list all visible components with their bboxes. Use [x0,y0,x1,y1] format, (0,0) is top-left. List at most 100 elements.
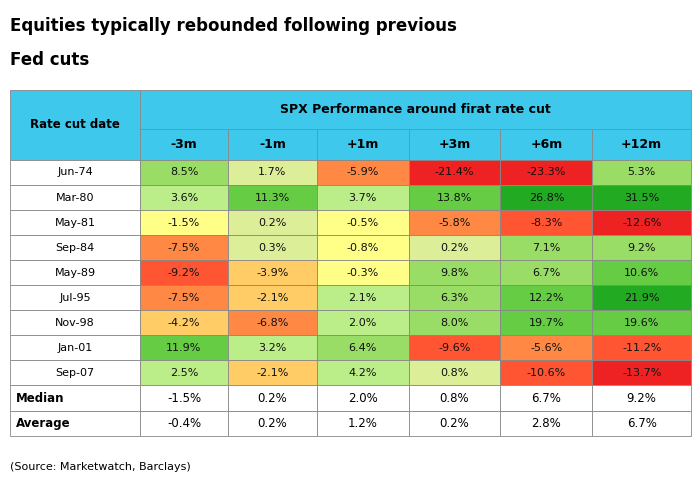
Text: May-89: May-89 [54,268,96,278]
Text: -5.9%: -5.9% [346,167,379,178]
Text: 6.7%: 6.7% [627,417,657,430]
Bar [500,335,593,361]
Text: 3.6%: 3.6% [170,193,198,202]
Text: 8.0%: 8.0% [440,318,469,328]
Bar [140,335,228,361]
Bar [408,285,500,310]
Bar [500,361,593,385]
Bar [10,210,140,235]
Bar [140,235,228,260]
Text: -5.8%: -5.8% [438,218,470,227]
Text: +3m: +3m [438,138,470,151]
Bar [317,335,408,361]
Bar [10,385,140,410]
Text: -0.3%: -0.3% [346,268,379,278]
Bar [228,129,317,160]
Text: Equities typically rebounded following previous: Equities typically rebounded following p… [10,17,457,35]
Bar [140,260,228,285]
Bar [593,385,691,410]
Bar [317,185,408,210]
Text: -9.2%: -9.2% [168,268,200,278]
Text: -9.6%: -9.6% [438,343,470,353]
Bar [500,210,593,235]
Bar [408,129,500,160]
Text: -5.6%: -5.6% [530,343,563,353]
Bar [500,129,593,160]
Text: -2.1%: -2.1% [256,293,289,303]
Text: 11.9%: 11.9% [166,343,202,353]
Text: 2.1%: 2.1% [348,293,377,303]
Bar [228,185,317,210]
Text: SPX Performance around firat rate cut: SPX Performance around firat rate cut [280,103,551,116]
Text: 10.6%: 10.6% [624,268,660,278]
Text: 2.0%: 2.0% [348,392,378,405]
Text: Fed cuts: Fed cuts [10,51,90,69]
Text: 0.8%: 0.8% [440,392,469,405]
Bar [408,185,500,210]
Text: 0.3%: 0.3% [258,242,287,253]
Text: 31.5%: 31.5% [624,193,660,202]
Bar [10,361,140,385]
Bar [317,285,408,310]
Text: -13.7%: -13.7% [622,368,662,378]
Bar [593,210,691,235]
Bar [140,385,228,410]
Text: Mar-80: Mar-80 [56,193,94,202]
Bar [500,185,593,210]
Bar [140,129,228,160]
Text: -0.8%: -0.8% [346,242,379,253]
Text: -23.3%: -23.3% [527,167,566,178]
Text: 0.2%: 0.2% [440,242,469,253]
Text: 1.2%: 1.2% [348,417,378,430]
Text: 3.2%: 3.2% [258,343,287,353]
Text: -1.5%: -1.5% [168,218,200,227]
Bar [500,285,593,310]
Text: 6.7%: 6.7% [531,392,561,405]
Text: 6.7%: 6.7% [532,268,560,278]
Text: -3m: -3m [170,138,198,151]
Bar [317,410,408,436]
Text: 2.0%: 2.0% [348,318,377,328]
Bar [593,410,691,436]
Bar [500,310,593,335]
Text: 0.8%: 0.8% [440,368,469,378]
Bar [10,90,140,160]
Bar [140,410,228,436]
Bar [140,90,691,129]
Text: -10.6%: -10.6% [527,368,566,378]
Bar [593,285,691,310]
Bar [228,235,317,260]
Bar [593,235,691,260]
Bar [228,410,317,436]
Bar [593,310,691,335]
Bar [10,160,140,185]
Bar [10,335,140,361]
Bar [408,335,500,361]
Bar [10,285,140,310]
Bar [593,361,691,385]
Bar [10,260,140,285]
Bar [408,310,500,335]
Bar [408,385,500,410]
Text: 0.2%: 0.2% [258,392,288,405]
Bar [500,385,593,410]
Text: 19.7%: 19.7% [528,318,564,328]
Bar [10,310,140,335]
Bar [408,235,500,260]
Bar [228,361,317,385]
Text: 5.3%: 5.3% [628,167,656,178]
Bar [228,285,317,310]
Bar [500,260,593,285]
Text: -3.9%: -3.9% [256,268,289,278]
Text: 13.8%: 13.8% [437,193,473,202]
Bar [593,260,691,285]
Text: Average: Average [16,417,70,430]
Bar [228,160,317,185]
Text: 6.4%: 6.4% [348,343,377,353]
Bar [500,410,593,436]
Text: -1.5%: -1.5% [167,392,201,405]
Bar [500,160,593,185]
Text: Rate cut date: Rate cut date [30,118,120,131]
Text: -21.4%: -21.4% [435,167,474,178]
Bar [408,160,500,185]
